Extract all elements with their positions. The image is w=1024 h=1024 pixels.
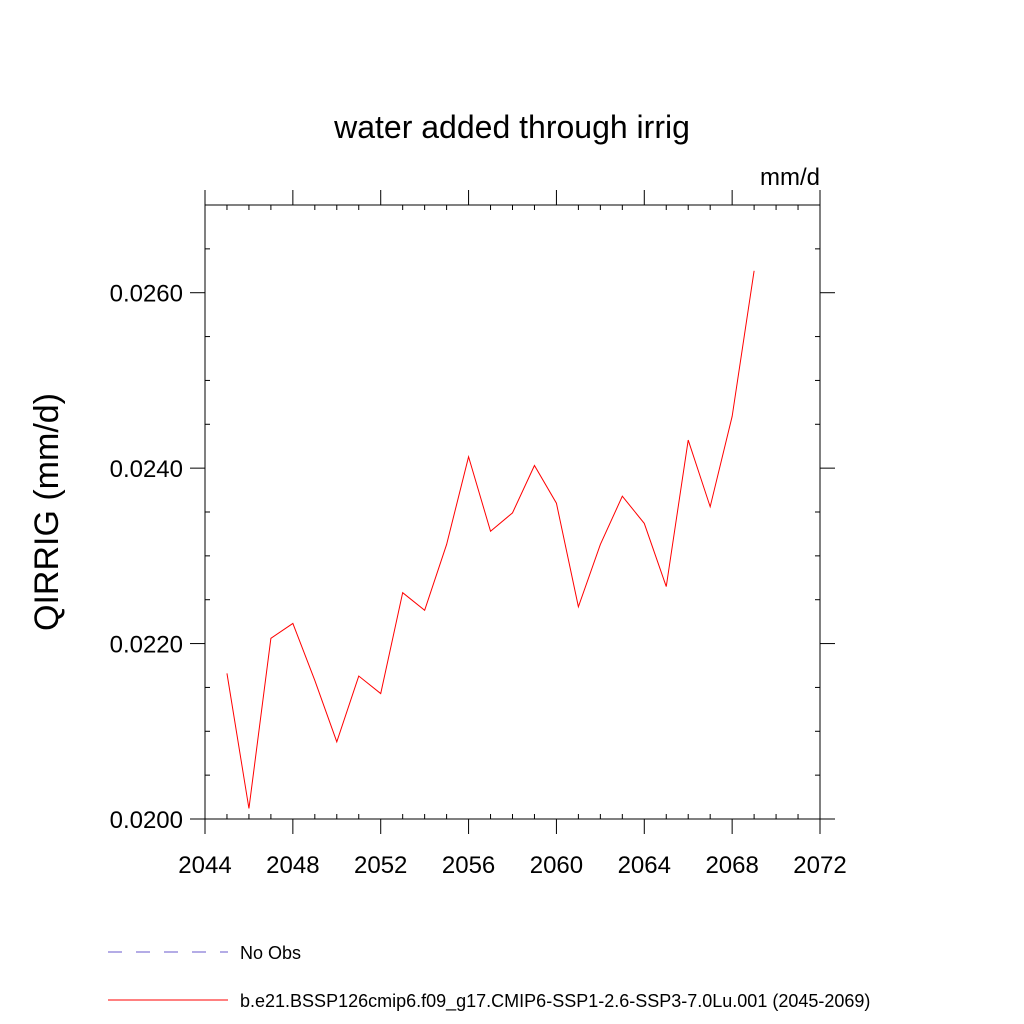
x-tick-label: 2068 (705, 852, 758, 879)
y-axis-label: QIRRIG (mm/d) (28, 393, 66, 631)
y-tick-label: 0.0200 (110, 807, 183, 834)
x-tick-label: 2044 (178, 852, 231, 879)
x-tick-label: 2064 (618, 852, 671, 879)
y-tick-labels: 0.0200 0.0220 0.0240 0.0260 (110, 281, 183, 834)
series-layer (226, 270, 755, 809)
legend-label-model: b.e21.BSSP126cmip6.f09_g17.CMIP6-SSP1-2.… (240, 991, 870, 1012)
x-tick-label: 2052 (354, 852, 407, 879)
series-line-0 (226, 270, 755, 809)
plot-frame (204, 204, 821, 820)
legend-label-no-obs: No Obs (240, 943, 301, 963)
x-tick-label: 2060 (530, 852, 583, 879)
chart-title: water added through irrig (333, 109, 690, 145)
x-tick-label: 2072 (793, 852, 846, 879)
axis-ticks (190, 190, 835, 834)
y-tick-label: 0.0240 (110, 456, 183, 483)
units-label: mm/d (760, 164, 820, 191)
x-tick-labels: 2044 2048 2052 2056 2060 2064 2068 2072 (178, 852, 846, 879)
x-tick-label: 2056 (442, 852, 495, 879)
legend: No Obs b.e21.BSSP126cmip6.f09_g17.CMIP6-… (108, 943, 870, 1012)
y-tick-label: 0.0220 (110, 632, 183, 659)
x-tick-label: 2048 (266, 852, 319, 879)
y-tick-label: 0.0260 (110, 281, 183, 308)
